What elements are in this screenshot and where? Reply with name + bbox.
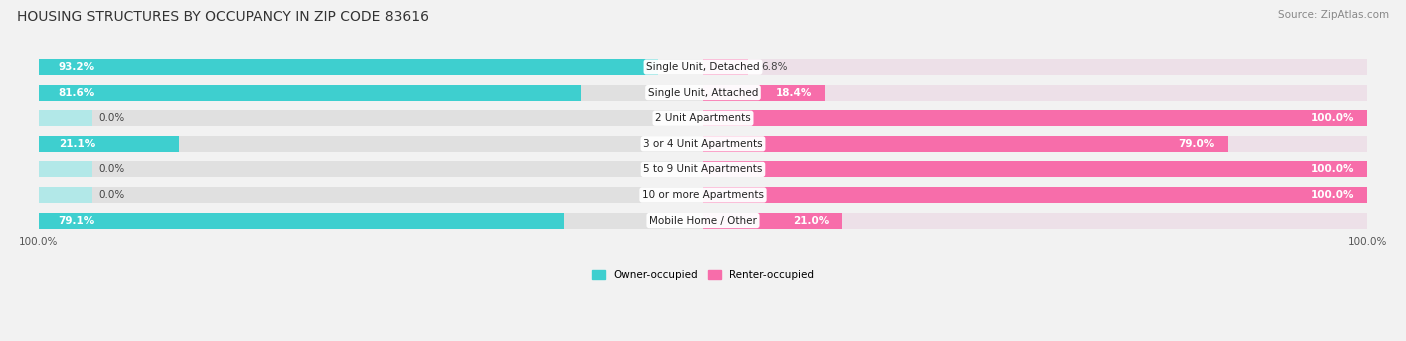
Bar xyxy=(703,161,1367,177)
Text: 6.8%: 6.8% xyxy=(762,62,787,72)
Bar xyxy=(703,110,1367,126)
Bar xyxy=(39,110,703,126)
Bar xyxy=(703,161,1367,177)
Text: 10 or more Apartments: 10 or more Apartments xyxy=(643,190,763,200)
Text: 100.0%: 100.0% xyxy=(20,237,59,247)
Bar xyxy=(703,85,1367,101)
Bar xyxy=(39,213,703,228)
Text: 3 or 4 Unit Apartments: 3 or 4 Unit Apartments xyxy=(643,139,763,149)
Legend: Owner-occupied, Renter-occupied: Owner-occupied, Renter-occupied xyxy=(588,266,818,284)
Bar xyxy=(39,187,703,203)
Bar xyxy=(39,59,703,75)
Text: 79.1%: 79.1% xyxy=(59,216,96,225)
Bar xyxy=(39,110,91,126)
Bar xyxy=(703,187,1367,203)
Bar xyxy=(703,136,1227,152)
Bar xyxy=(703,59,748,75)
Text: 2 Unit Apartments: 2 Unit Apartments xyxy=(655,113,751,123)
Text: 79.0%: 79.0% xyxy=(1178,139,1215,149)
Text: 100.0%: 100.0% xyxy=(1310,190,1354,200)
Bar xyxy=(703,213,842,228)
Bar xyxy=(703,136,1367,152)
Bar xyxy=(703,187,1367,203)
Text: 100.0%: 100.0% xyxy=(1310,164,1354,174)
Text: 21.0%: 21.0% xyxy=(793,216,830,225)
Bar xyxy=(39,136,179,152)
Text: 0.0%: 0.0% xyxy=(98,113,125,123)
Text: 0.0%: 0.0% xyxy=(98,190,125,200)
Bar xyxy=(39,213,564,228)
Text: Source: ZipAtlas.com: Source: ZipAtlas.com xyxy=(1278,10,1389,20)
Bar xyxy=(39,161,91,177)
Bar xyxy=(39,161,703,177)
Bar xyxy=(39,85,581,101)
Bar xyxy=(39,187,91,203)
Bar xyxy=(39,85,703,101)
Text: HOUSING STRUCTURES BY OCCUPANCY IN ZIP CODE 83616: HOUSING STRUCTURES BY OCCUPANCY IN ZIP C… xyxy=(17,10,429,24)
Text: 0.0%: 0.0% xyxy=(98,164,125,174)
Text: 100.0%: 100.0% xyxy=(1347,237,1386,247)
Text: Single Unit, Detached: Single Unit, Detached xyxy=(647,62,759,72)
Bar xyxy=(703,213,1367,228)
Bar xyxy=(703,59,1367,75)
Bar xyxy=(703,85,825,101)
Text: 81.6%: 81.6% xyxy=(59,88,96,98)
Text: 100.0%: 100.0% xyxy=(1310,113,1354,123)
Bar xyxy=(39,136,703,152)
Text: Single Unit, Attached: Single Unit, Attached xyxy=(648,88,758,98)
Text: 21.1%: 21.1% xyxy=(59,139,96,149)
Text: 18.4%: 18.4% xyxy=(776,88,811,98)
Bar xyxy=(703,110,1367,126)
Bar xyxy=(39,59,658,75)
Text: 5 to 9 Unit Apartments: 5 to 9 Unit Apartments xyxy=(644,164,762,174)
Text: Mobile Home / Other: Mobile Home / Other xyxy=(650,216,756,225)
Text: 93.2%: 93.2% xyxy=(59,62,94,72)
